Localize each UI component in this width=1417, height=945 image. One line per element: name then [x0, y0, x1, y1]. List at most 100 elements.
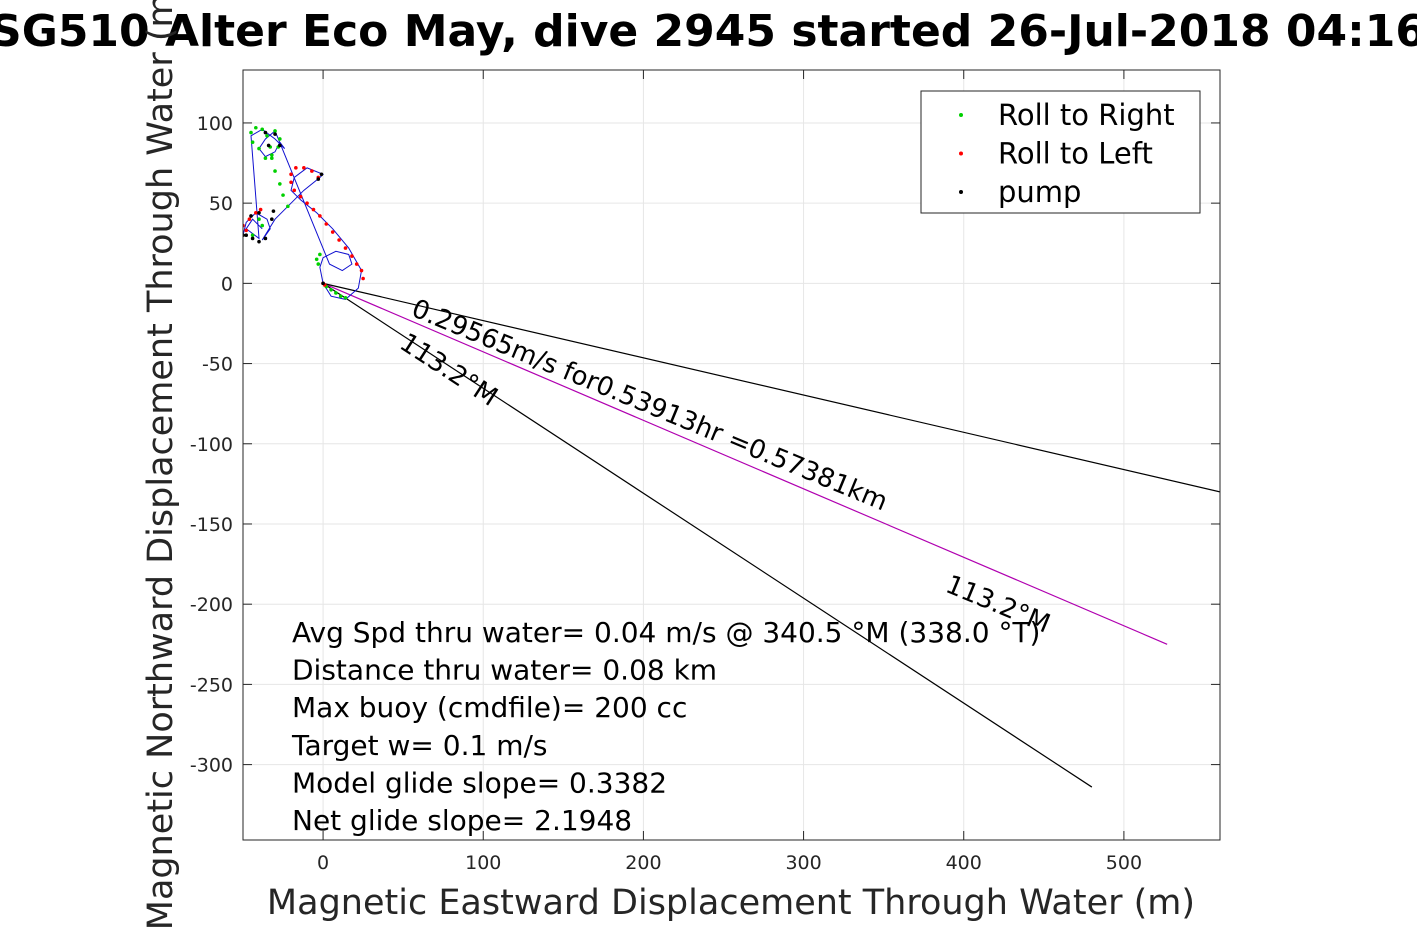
roll-to-right-point — [270, 153, 274, 157]
pump-point — [270, 217, 274, 221]
legend-label: pump — [998, 175, 1081, 209]
upper-bound-line — [322, 282, 1220, 493]
pump-point — [263, 236, 268, 241]
pump-point — [244, 233, 249, 238]
pump-point — [278, 143, 282, 148]
roll-to-right-point — [273, 169, 277, 173]
y-tick-label: -200 — [190, 594, 233, 616]
roll-to-right-point — [257, 217, 261, 221]
y-tick-label: -250 — [190, 674, 233, 696]
y-axis: 100 50 0 -50 -100 -150 -200 -250 -300 — [190, 113, 1220, 777]
roll-to-right-point — [260, 223, 265, 228]
roll-to-right-point — [250, 233, 255, 238]
roll-to-right-point — [338, 294, 343, 298]
pump-point — [250, 236, 255, 241]
legend-box — [920, 90, 1201, 214]
y-tick-label: -50 — [202, 354, 233, 376]
y-tick-label: 0 — [221, 273, 233, 295]
roll-to-right-point — [270, 156, 274, 161]
roll-to-left-point — [305, 201, 309, 205]
legend-label: Roll to Right — [998, 98, 1175, 132]
x-tick-label: 500 — [1106, 852, 1142, 874]
y-tick-label: 50 — [209, 193, 233, 215]
roll-to-left-point — [343, 246, 348, 250]
roll-to-right-point — [249, 130, 253, 135]
roll-to-left-point — [294, 166, 298, 170]
roll-to-left-point — [244, 228, 249, 233]
pump-point — [316, 177, 321, 181]
reference-lines — [322, 282, 1220, 788]
stats-line: Net glide slope= 2.1948 — [292, 804, 632, 837]
legend-marker — [959, 190, 963, 194]
drift-heading-line — [322, 282, 1168, 645]
pump-point — [321, 281, 325, 286]
x-axis: 0 100 200 300 400 500 — [317, 70, 1142, 874]
legend: Roll to Right Roll to Left pump — [920, 90, 1201, 214]
y-tick-label: -100 — [190, 434, 233, 456]
pump-point — [263, 130, 268, 135]
roll-to-right-point — [273, 129, 277, 133]
x-axis-label: Magnetic Eastward Displacement Through W… — [267, 883, 1195, 923]
roll-to-right-point — [250, 140, 255, 144]
roll-to-right-point — [278, 182, 282, 186]
pump-point — [319, 172, 324, 177]
pump-point — [271, 209, 276, 213]
roll-to-left-point — [354, 262, 359, 266]
roll-to-left-point — [258, 207, 263, 212]
stats-line: Max buoy (cmdfile)= 200 cc — [292, 691, 687, 724]
roll-to-left-point — [289, 172, 293, 177]
roll-to-left-point — [254, 210, 258, 215]
roll-to-right-point — [343, 295, 348, 300]
roll-to-right-point — [263, 156, 268, 161]
lower-bound-line — [322, 282, 1093, 788]
roll-to-left-point — [359, 268, 364, 273]
stats-line: Target w= 0.1 m/s — [291, 729, 548, 762]
roll-to-left-point — [361, 276, 365, 281]
roll-to-right-point — [254, 125, 258, 130]
grid-lines — [243, 70, 1220, 840]
plot-frame — [242, 69, 1221, 841]
stats-line: Distance thru water= 0.08 km — [292, 654, 717, 687]
roll-to-left-point — [247, 217, 252, 221]
chart-title: SG510 Alter Eco May, dive 2945 started 2… — [0, 6, 1417, 57]
roll-to-left-point — [298, 194, 303, 199]
roll-to-right-point — [278, 137, 282, 141]
roll-to-right-point — [318, 252, 322, 257]
roll-to-right-point — [329, 287, 333, 292]
x-tick-label: 300 — [785, 852, 821, 874]
stats-line: Model glide slope= 0.3382 — [292, 766, 667, 799]
roll-to-right-point — [257, 146, 261, 151]
roll-to-left-point — [330, 230, 335, 234]
roll-to-right-point — [265, 133, 269, 138]
y-tick-label: 100 — [197, 113, 233, 135]
legend-marker — [959, 151, 963, 156]
roll-to-left-point — [302, 166, 306, 170]
x-tick-label: 0 — [317, 852, 329, 874]
roll-to-right-point — [334, 291, 338, 295]
x-tick-label: 100 — [465, 852, 501, 874]
roll-to-left-point — [337, 238, 341, 242]
y-tick-label: -300 — [190, 755, 233, 777]
roll-to-left-point — [311, 207, 316, 212]
roll-to-right-point — [260, 127, 265, 132]
roll-to-left-point — [289, 180, 293, 185]
roll-to-left-point — [292, 188, 297, 193]
pump-point — [257, 239, 261, 244]
roll-to-right-point — [286, 204, 290, 209]
y-tick-label: -150 — [190, 514, 233, 536]
roll-to-right-point — [314, 257, 319, 262]
pump-point — [273, 132, 277, 136]
legend-label: Roll to Left — [998, 137, 1153, 171]
pump-point — [257, 210, 261, 215]
roll-to-left-point — [318, 214, 322, 218]
stats-line: Avg Spd thru water= 0.04 m/s @ 340.5 °M … — [292, 616, 1040, 649]
roll-to-left-point — [350, 254, 354, 258]
stats-block: Avg Spd thru water= 0.04 m/s @ 340.5 °M … — [291, 616, 1040, 837]
roll-to-right-point — [316, 262, 321, 266]
pump-point — [249, 214, 253, 218]
x-tick-label: 400 — [946, 852, 982, 874]
roll-to-right-point — [281, 193, 285, 197]
roll-to-left-point — [310, 169, 314, 173]
x-tick-label: 200 — [625, 852, 661, 874]
